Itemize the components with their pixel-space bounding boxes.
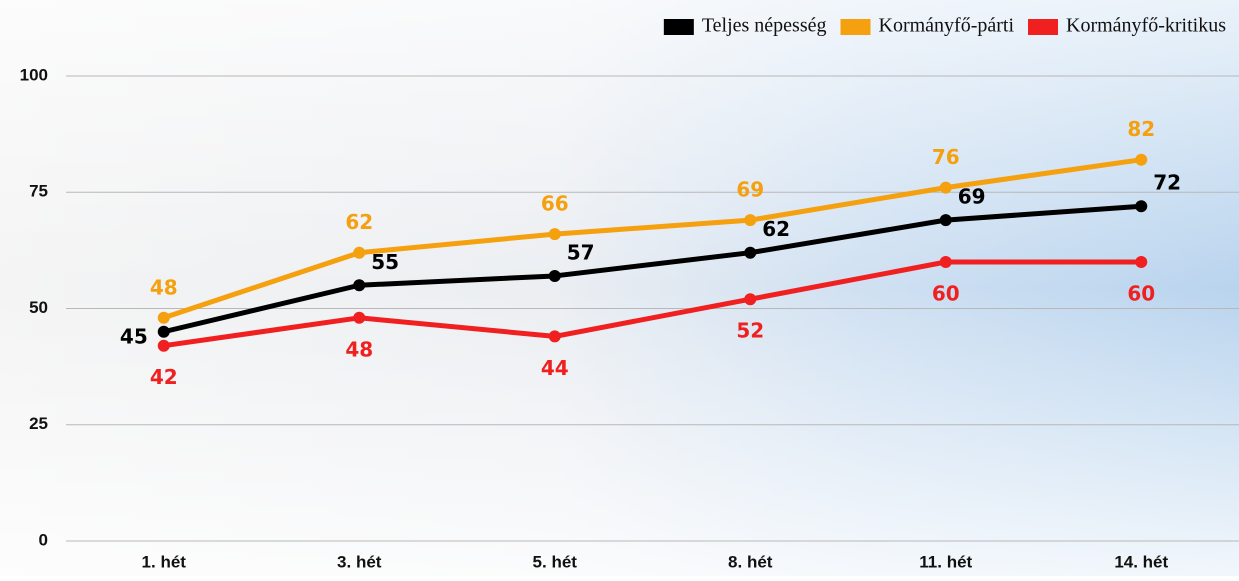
data-label: 48 (150, 275, 178, 299)
data-label: 66 (541, 192, 569, 216)
data-point (549, 228, 561, 240)
x-tick-label: 1. hét (142, 552, 187, 571)
x-tick-label: 5. hét (533, 552, 578, 571)
legend-label: Teljes népesség (702, 15, 827, 37)
data-point (744, 214, 756, 226)
data-label: 45 (120, 324, 148, 348)
y-tick-label: 100 (20, 65, 48, 84)
data-point (1135, 154, 1147, 166)
data-point (940, 182, 952, 194)
data-label: 72 (1153, 171, 1181, 195)
data-label: 69 (736, 178, 764, 202)
legend-swatch (664, 19, 694, 35)
data-point (158, 326, 170, 338)
y-tick-label: 25 (29, 414, 48, 433)
legend-swatch (1028, 19, 1058, 35)
data-point (744, 247, 756, 259)
data-label: 48 (345, 337, 373, 361)
data-point (940, 256, 952, 268)
legend-label: Kormányfő-kritikus (1066, 15, 1226, 37)
data-label: 44 (541, 356, 569, 380)
data-label: 60 (932, 282, 960, 306)
data-point (1135, 256, 1147, 268)
chart: 0 25 50 75 100 1. hét 3. hét 5. hét 8. hét 11. hé… (0, 0, 1239, 576)
legend-swatch (841, 19, 871, 35)
data-label: 60 (1127, 282, 1155, 306)
data-point (744, 293, 756, 305)
data-point (940, 214, 952, 226)
data-label: 57 (567, 240, 595, 264)
data-point (158, 312, 170, 324)
data-label: 82 (1127, 117, 1155, 141)
x-tick-label: 11. hét (919, 552, 972, 571)
data-point (1135, 200, 1147, 212)
x-tick-label: 14. hét (1114, 552, 1168, 571)
data-label: 69 (958, 185, 986, 209)
data-point (549, 330, 561, 342)
y-tick-label: 75 (29, 182, 48, 201)
background-fade (0, 0, 1239, 576)
data-label: 76 (932, 145, 960, 169)
data-point (549, 270, 561, 282)
legend-label: Kormányfő-párti (879, 15, 1015, 37)
y-tick-label: 50 (29, 298, 48, 317)
data-label: 42 (150, 365, 178, 389)
x-tick-label: 3. hét (337, 552, 382, 571)
data-point (353, 312, 365, 324)
data-point (158, 340, 170, 352)
x-tick-label: 8. hét (728, 552, 773, 571)
data-label: 55 (371, 250, 399, 274)
data-label: 62 (345, 210, 373, 234)
data-point (353, 247, 365, 259)
data-label: 62 (762, 217, 790, 241)
data-label: 52 (736, 319, 764, 343)
data-point (353, 279, 365, 291)
y-tick-label: 0 (39, 530, 48, 549)
